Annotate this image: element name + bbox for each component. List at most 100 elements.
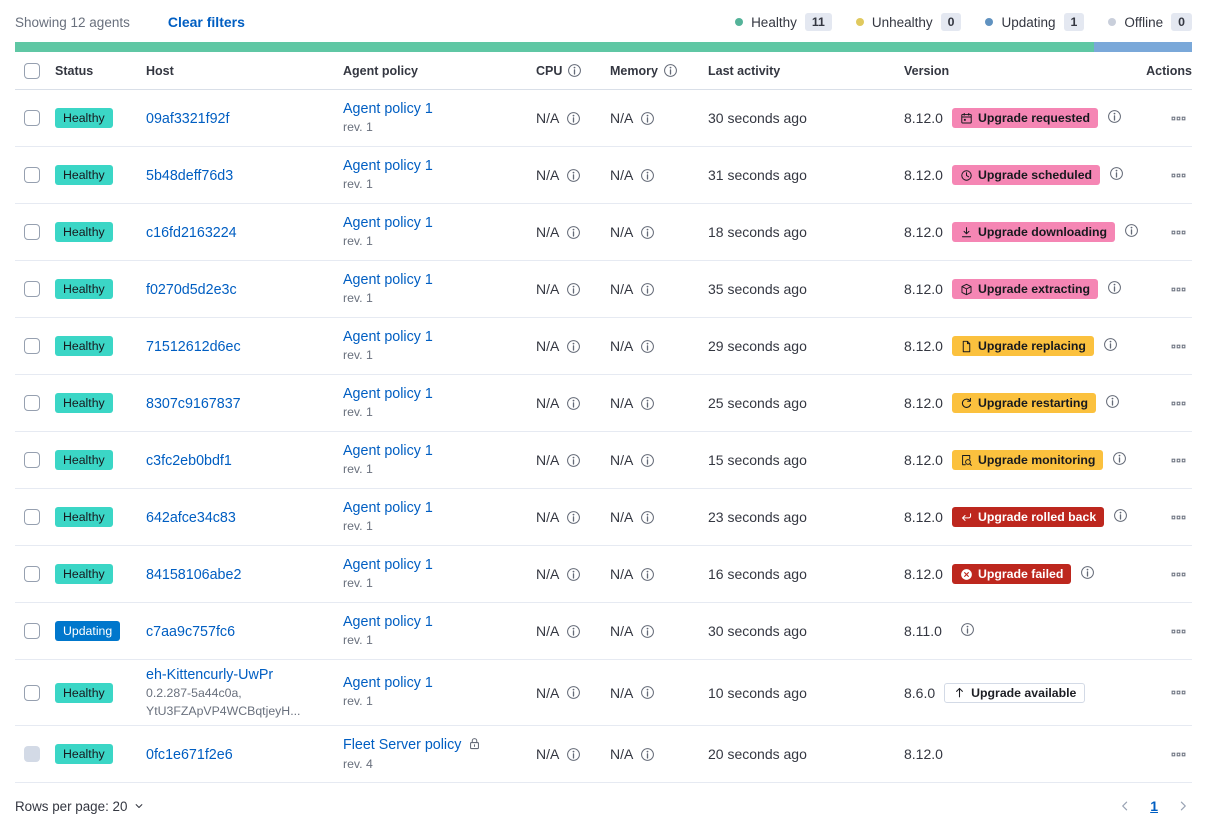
previous-page-button[interactable] [1116, 797, 1134, 815]
row-actions-button[interactable] [1167, 681, 1190, 704]
host-link[interactable]: c3fc2eb0bdf1 [146, 452, 232, 469]
row-checkbox[interactable] [24, 281, 40, 297]
row-checkbox[interactable] [24, 395, 40, 411]
row-checkbox[interactable] [24, 452, 40, 468]
row-actions-button[interactable] [1167, 620, 1190, 643]
row-checkbox[interactable] [24, 110, 40, 126]
info-icon[interactable] [1113, 508, 1128, 523]
info-icon[interactable] [567, 63, 582, 78]
info-icon[interactable] [640, 510, 655, 525]
header-memory[interactable]: Memory [610, 63, 708, 78]
info-icon[interactable] [566, 747, 581, 762]
info-icon[interactable] [566, 624, 581, 639]
row-checkbox[interactable] [24, 509, 40, 525]
next-page-button[interactable] [1174, 797, 1192, 815]
info-icon[interactable] [640, 453, 655, 468]
row-actions-button[interactable] [1167, 743, 1190, 766]
info-icon[interactable] [960, 622, 975, 637]
row-actions-button[interactable] [1167, 506, 1190, 529]
info-icon[interactable] [663, 63, 678, 78]
header-version[interactable]: Version [904, 63, 950, 78]
agent-policy-link[interactable]: Fleet Server policy [343, 736, 462, 753]
agent-policy-link[interactable]: Agent policy 1 [343, 499, 433, 516]
info-icon[interactable] [1103, 337, 1118, 352]
info-icon[interactable] [566, 168, 581, 183]
row-checkbox[interactable] [24, 623, 40, 639]
info-icon[interactable] [640, 111, 655, 126]
info-icon[interactable] [640, 567, 655, 582]
header-last-activity[interactable]: Last activity [708, 63, 781, 78]
header-cpu[interactable]: CPU [536, 63, 610, 78]
agent-policy-link[interactable]: Agent policy 1 [343, 442, 433, 459]
page-number-1[interactable]: 1 [1150, 798, 1158, 814]
agent-policy-link[interactable]: Agent policy 1 [343, 328, 433, 345]
info-icon[interactable] [566, 685, 581, 700]
agent-policy-link[interactable]: Agent policy 1 [343, 385, 433, 402]
info-icon[interactable] [640, 225, 655, 240]
legend-item-updating[interactable]: Updating 1 [985, 13, 1085, 31]
host-link[interactable]: 5b48deff76d3 [146, 167, 234, 184]
header-status[interactable]: Status [55, 63, 94, 78]
info-icon[interactable] [640, 282, 655, 297]
info-icon[interactable] [1109, 166, 1124, 181]
agent-policy-link[interactable]: Agent policy 1 [343, 214, 433, 231]
host-link[interactable]: 71512612d6ec [146, 338, 241, 355]
info-icon[interactable] [1107, 280, 1122, 295]
info-icon[interactable] [566, 225, 581, 240]
row-actions-button[interactable] [1167, 278, 1190, 301]
info-icon[interactable] [1107, 109, 1122, 124]
legend-item-healthy[interactable]: Healthy 11 [735, 13, 832, 31]
agent-policy-link[interactable]: Agent policy 1 [343, 157, 433, 174]
info-icon[interactable] [640, 168, 655, 183]
info-icon[interactable] [1105, 394, 1120, 409]
row-checkbox[interactable] [24, 338, 40, 354]
info-icon[interactable] [566, 282, 581, 297]
rows-per-page-button[interactable]: Rows per page: 20 [15, 799, 145, 814]
info-icon[interactable] [640, 685, 655, 700]
host-link[interactable]: eh-Kittencurly-UwPr [146, 666, 274, 683]
host-link[interactable]: 0fc1e671f2e6 [146, 746, 233, 763]
agent-policy-link[interactable]: Agent policy 1 [343, 613, 433, 630]
select-all-checkbox[interactable] [24, 62, 40, 79]
row-checkbox[interactable] [24, 566, 40, 582]
host-link[interactable]: 09af3321f92f [146, 110, 230, 127]
host-link[interactable]: 8307c9167837 [146, 395, 241, 412]
info-icon[interactable] [566, 510, 581, 525]
agent-policy-link[interactable]: Agent policy 1 [343, 556, 433, 573]
row-checkbox[interactable] [24, 224, 40, 240]
info-icon[interactable] [566, 453, 581, 468]
header-host[interactable]: Host [146, 63, 174, 78]
clear-filters-button[interactable]: Clear filters [167, 14, 245, 30]
header-agent-policy[interactable]: Agent policy [343, 63, 419, 78]
row-checkbox[interactable] [24, 167, 40, 183]
info-icon[interactable] [566, 111, 581, 126]
info-icon[interactable] [566, 339, 581, 354]
info-icon[interactable] [1124, 223, 1139, 238]
row-actions-button[interactable] [1167, 563, 1190, 586]
row-actions-button[interactable] [1167, 221, 1190, 244]
legend-item-offline[interactable]: Offline 0 [1108, 13, 1192, 31]
info-icon[interactable] [640, 396, 655, 411]
row-actions-button[interactable] [1167, 164, 1190, 187]
row-checkbox[interactable] [24, 684, 40, 701]
row-actions-button[interactable] [1167, 107, 1190, 130]
host-link[interactable]: 642afce34c83 [146, 509, 236, 526]
row-actions-button[interactable] [1167, 449, 1190, 472]
info-icon[interactable] [1112, 451, 1127, 466]
agent-policy-link[interactable]: Agent policy 1 [343, 271, 433, 288]
info-icon[interactable] [640, 624, 655, 639]
host-link[interactable]: c7aa9c757fc6 [146, 623, 236, 640]
agent-policy-link[interactable]: Agent policy 1 [343, 100, 433, 117]
legend-item-unhealthy[interactable]: Unhealthy 0 [855, 13, 962, 31]
info-icon[interactable] [640, 339, 655, 354]
host-link[interactable]: 84158106abe2 [146, 566, 242, 583]
info-icon[interactable] [566, 567, 581, 582]
host-link[interactable]: c16fd2163224 [146, 224, 237, 241]
row-actions-button[interactable] [1167, 392, 1190, 415]
host-link[interactable]: f0270d5d2e3c [146, 281, 237, 298]
agent-policy-link[interactable]: Agent policy 1 [343, 675, 433, 692]
info-icon[interactable] [566, 396, 581, 411]
row-actions-button[interactable] [1167, 335, 1190, 358]
info-icon[interactable] [1080, 565, 1095, 580]
info-icon[interactable] [640, 747, 655, 762]
